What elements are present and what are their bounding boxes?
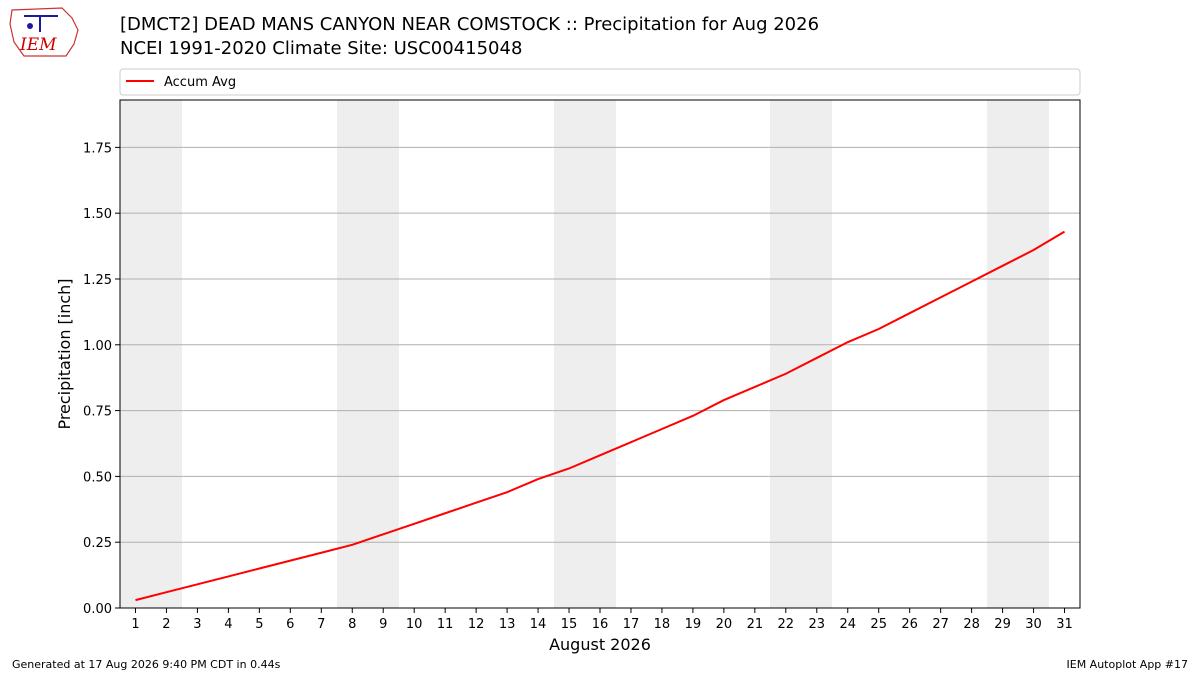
x-tick-label: 17: [623, 617, 640, 632]
x-tick-label: 6: [286, 617, 294, 632]
x-tick-label: 10: [406, 617, 423, 632]
x-tick-label: 24: [839, 617, 856, 632]
x-tick-label: 5: [255, 617, 263, 632]
x-tick-label: 21: [747, 617, 764, 632]
y-tick-label: 1.75: [83, 141, 112, 156]
x-tick-label: 19: [685, 617, 702, 632]
y-tick-label: 1.50: [83, 207, 112, 222]
x-tick-label: 20: [716, 617, 733, 632]
x-tick-label: 4: [224, 617, 232, 632]
x-tick-label: 26: [901, 617, 918, 632]
y-tick-label: 1.25: [83, 273, 112, 288]
x-tick-label: 13: [499, 617, 516, 632]
chart-subtitle: NCEI 1991-2020 Climate Site: USC00415048: [120, 38, 522, 59]
x-tick-label: 2: [162, 617, 170, 632]
x-tick-label: 1: [131, 617, 139, 632]
logo: IEM: [9, 7, 79, 57]
x-tick-label: 23: [809, 617, 826, 632]
y-axis-label: Precipitation [inch]: [55, 278, 74, 429]
x-tick-label: 9: [379, 617, 387, 632]
x-tick-label: 25: [870, 617, 887, 632]
legend-label: Accum Avg: [164, 75, 236, 90]
x-tick-label: 28: [963, 617, 980, 632]
x-tick-label: 15: [561, 617, 578, 632]
logo-text: IEM: [19, 35, 57, 55]
footer-right: IEM Autoplot App #17: [1067, 658, 1189, 671]
x-tick-label: 7: [317, 617, 325, 632]
x-tick-label: 22: [778, 617, 795, 632]
data-line: [135, 230, 1066, 602]
legend-box: [119, 68, 1081, 96]
x-tick-label: 27: [932, 617, 949, 632]
x-tick-label: 3: [193, 617, 201, 632]
y-tick-label: 0.25: [83, 536, 112, 551]
x-axis-label: August 2026: [549, 635, 651, 654]
x-tick-label: 14: [530, 617, 547, 632]
x-tick-label: 18: [654, 617, 671, 632]
y-tick-label: 0.75: [83, 405, 112, 420]
x-tick-label: 11: [437, 617, 454, 632]
chart-title: [DMCT2] DEAD MANS CANYON NEAR COMSTOCK :…: [120, 14, 819, 35]
y-tick-label: 1.00: [83, 339, 112, 354]
x-tick-label: 12: [468, 617, 485, 632]
footer-left: Generated at 17 Aug 2026 9:40 PM CDT in …: [12, 658, 281, 671]
x-tick-label: 31: [1056, 617, 1073, 632]
x-tick-label: 16: [592, 617, 609, 632]
y-tick-label: 0.50: [83, 470, 112, 485]
x-tick-label: 8: [348, 617, 356, 632]
y-tick-label: 0.00: [83, 602, 112, 617]
x-tick-label: 30: [1025, 617, 1042, 632]
x-tick-label: 29: [994, 617, 1011, 632]
weekend-shading: [120, 100, 1049, 608]
